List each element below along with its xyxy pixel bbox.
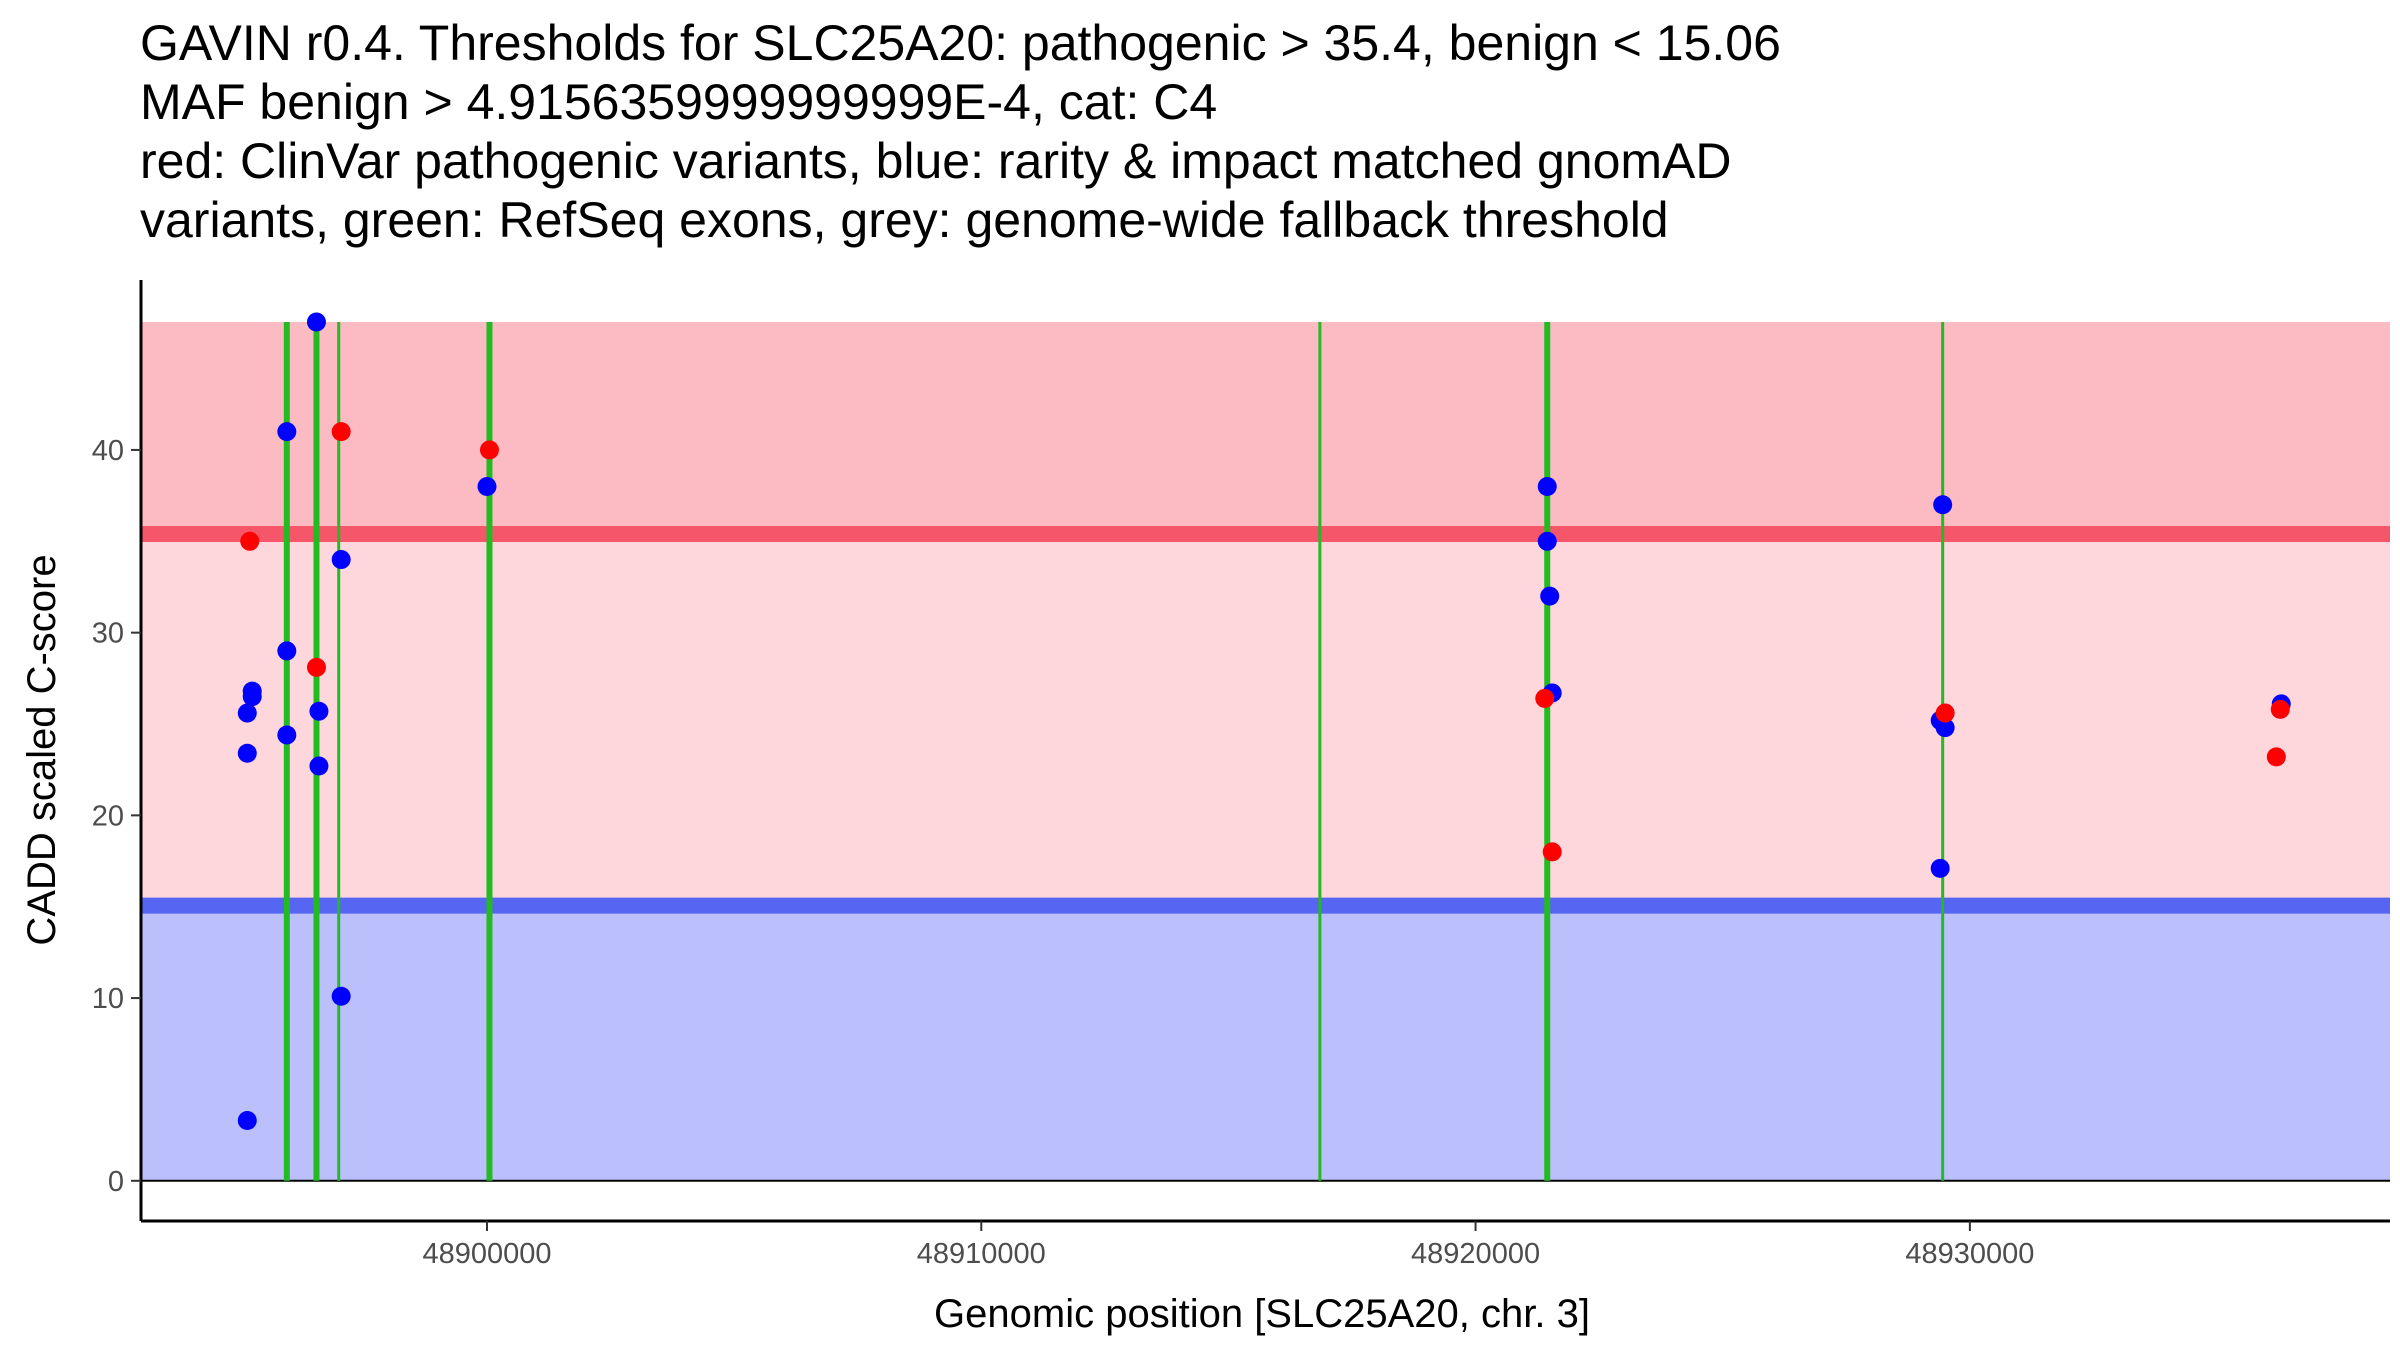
clinvar-point-2 <box>306 657 326 677</box>
gnomad-point-3 <box>237 703 257 723</box>
intermediate-region <box>141 533 2390 906</box>
x-tick-label-48930000: 48930000 <box>1905 1238 2034 1270</box>
y-tick-label-20: 20 <box>92 800 124 832</box>
clinvar-point-6 <box>1542 842 1562 862</box>
y-axis-title: CADD scaled C-score <box>20 554 64 945</box>
clinvar-point-8 <box>2266 747 2286 767</box>
chart-title: GAVIN r0.4. Thresholds for SLC25A20: pat… <box>140 14 2380 250</box>
x-tick-label-48910000: 48910000 <box>917 1238 1046 1270</box>
x-axis-title: Genomic position [SLC25A20, chr. 3] <box>934 1292 1590 1336</box>
gnomad-point-8 <box>277 422 297 442</box>
gnomad-point-21 <box>1935 718 1955 738</box>
title-line-2: MAF benign > 4.9156359999999999E-4, cat:… <box>140 74 1218 130</box>
gnomad-point-22 <box>1930 858 1950 878</box>
gnomad-point-12 <box>331 550 351 570</box>
y-tick-label-10: 10 <box>92 983 124 1015</box>
gnomad-point-17 <box>1540 586 1560 606</box>
gnomad-point-13 <box>331 986 351 1006</box>
gnomad-point-16 <box>1537 531 1557 551</box>
gnomad-point-10 <box>309 701 329 721</box>
threshold-regions <box>141 322 2390 1182</box>
title-line-3: red: ClinVar pathogenic variants, blue: … <box>140 133 1732 189</box>
clinvar-point-5 <box>1535 688 1555 708</box>
y-tick-label-0: 0 <box>108 1166 124 1198</box>
x-tick-label-48900000: 48900000 <box>422 1238 551 1270</box>
clinvar-point-9 <box>2270 699 2290 719</box>
exon-lines <box>283 322 1945 1181</box>
gnomad-point-6 <box>277 641 297 661</box>
axes: 0 10 20 30 40 48900000 48910000 48920000 4893000… <box>92 280 2390 1270</box>
data-points <box>237 312 2291 1131</box>
gnomad-point-19 <box>1933 495 1953 515</box>
gnomad-point-1 <box>237 1111 257 1131</box>
title-line-1: GAVIN r0.4. Thresholds for SLC25A20: pat… <box>140 15 1781 71</box>
clinvar-point-3 <box>331 422 351 442</box>
y-tick-label-30: 30 <box>92 618 124 650</box>
gnomad-point-15 <box>1537 476 1557 496</box>
gnomad-point-14 <box>477 476 497 496</box>
clinvar-point-7 <box>1935 703 1955 723</box>
gnomad-point-7 <box>277 725 297 745</box>
gnomad-point-5 <box>242 681 262 701</box>
pathogenic-region <box>141 322 2390 534</box>
gnomad-point-11 <box>309 756 329 776</box>
benign-region <box>141 905 2390 1181</box>
gnomad-point-2 <box>237 743 257 763</box>
clinvar-point-1 <box>240 531 260 551</box>
title-line-4: variants, green: RefSeq exons, grey: gen… <box>140 192 1669 248</box>
y-tick-label-40: 40 <box>92 435 124 467</box>
x-tick-label-48920000: 48920000 <box>1411 1238 1540 1270</box>
clinvar-point-4 <box>479 440 499 460</box>
gnomad-point-9 <box>306 312 326 332</box>
